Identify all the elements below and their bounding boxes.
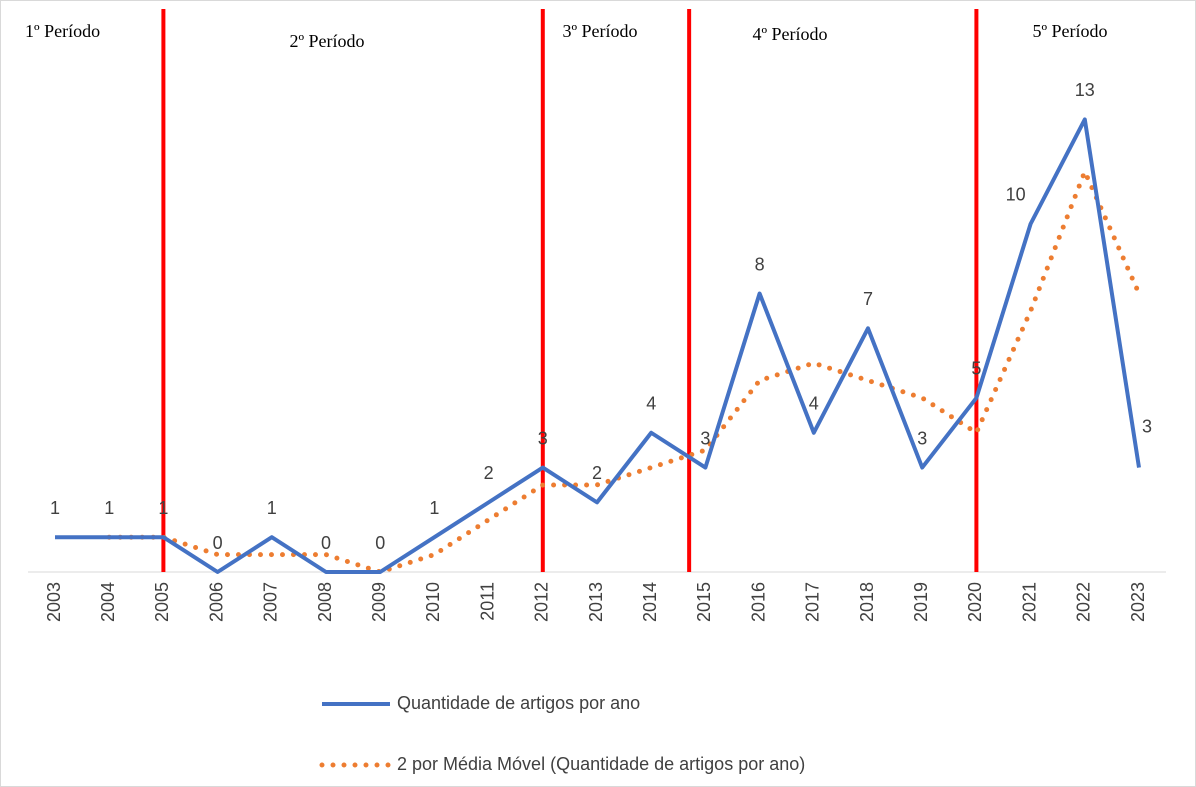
x-tick-label: 2011 [477, 582, 497, 621]
x-tick-label: 2003 [44, 582, 64, 622]
data-label: 1 [104, 498, 114, 518]
x-tick-label: 2020 [965, 582, 985, 622]
x-tick-label: 2012 [532, 582, 552, 622]
data-label: 3 [538, 428, 548, 448]
x-tick-label: 2023 [1128, 582, 1148, 622]
data-label: 1 [429, 498, 439, 518]
data-label: 8 [755, 254, 765, 274]
period-label: 4º Período [752, 24, 827, 44]
legend-label: 2 por Média Móvel (Quantidade de artigos… [397, 754, 805, 774]
data-label: 2 [484, 463, 494, 483]
data-label: 1 [50, 498, 60, 518]
x-tick-label: 2005 [152, 582, 172, 622]
x-tick-label: 2014 [640, 582, 660, 622]
x-tick-label: 2009 [369, 582, 389, 622]
x-tick-label: 2007 [261, 582, 281, 622]
x-tick-label: 2021 [1019, 582, 1039, 622]
x-tick-label: 2022 [1074, 582, 1094, 622]
x-tick-label: 2017 [803, 582, 823, 622]
period-label: 3º Período [562, 21, 637, 41]
period-label: 1º Período [25, 21, 100, 41]
period-label: 5º Período [1032, 21, 1107, 41]
x-tick-label: 2010 [423, 582, 443, 622]
x-tick-label: 2015 [694, 582, 714, 622]
x-tick-label: 2004 [98, 582, 118, 622]
period-label: 2º Período [289, 31, 364, 51]
series-line [106, 169, 1142, 575]
data-label: 10 [1006, 185, 1026, 205]
x-tick-label: 2008 [315, 582, 335, 622]
x-tick-label: 2006 [206, 582, 226, 622]
x-tick-label: 2019 [911, 582, 931, 622]
data-label: 0 [321, 533, 331, 553]
data-label: 2 [592, 463, 602, 483]
data-label: 3 [1142, 416, 1152, 436]
data-label: 13 [1075, 80, 1095, 100]
data-label: 0 [213, 533, 223, 553]
x-tick-label: 2016 [748, 582, 768, 622]
series-line [55, 117, 1141, 574]
data-label: 3 [917, 428, 927, 448]
x-tick-label: 2018 [857, 582, 877, 622]
data-label: 7 [863, 289, 873, 309]
x-tick-label: 2013 [586, 582, 606, 622]
data-label: 3 [700, 428, 710, 448]
data-label: 1 [158, 498, 168, 518]
data-label: 1 [267, 498, 277, 518]
legend-label: Quantidade de artigos por ano [397, 693, 640, 713]
data-label: 4 [809, 394, 819, 414]
data-label: 4 [646, 394, 656, 414]
data-label: 5 [971, 359, 981, 379]
data-label: 0 [375, 533, 385, 553]
